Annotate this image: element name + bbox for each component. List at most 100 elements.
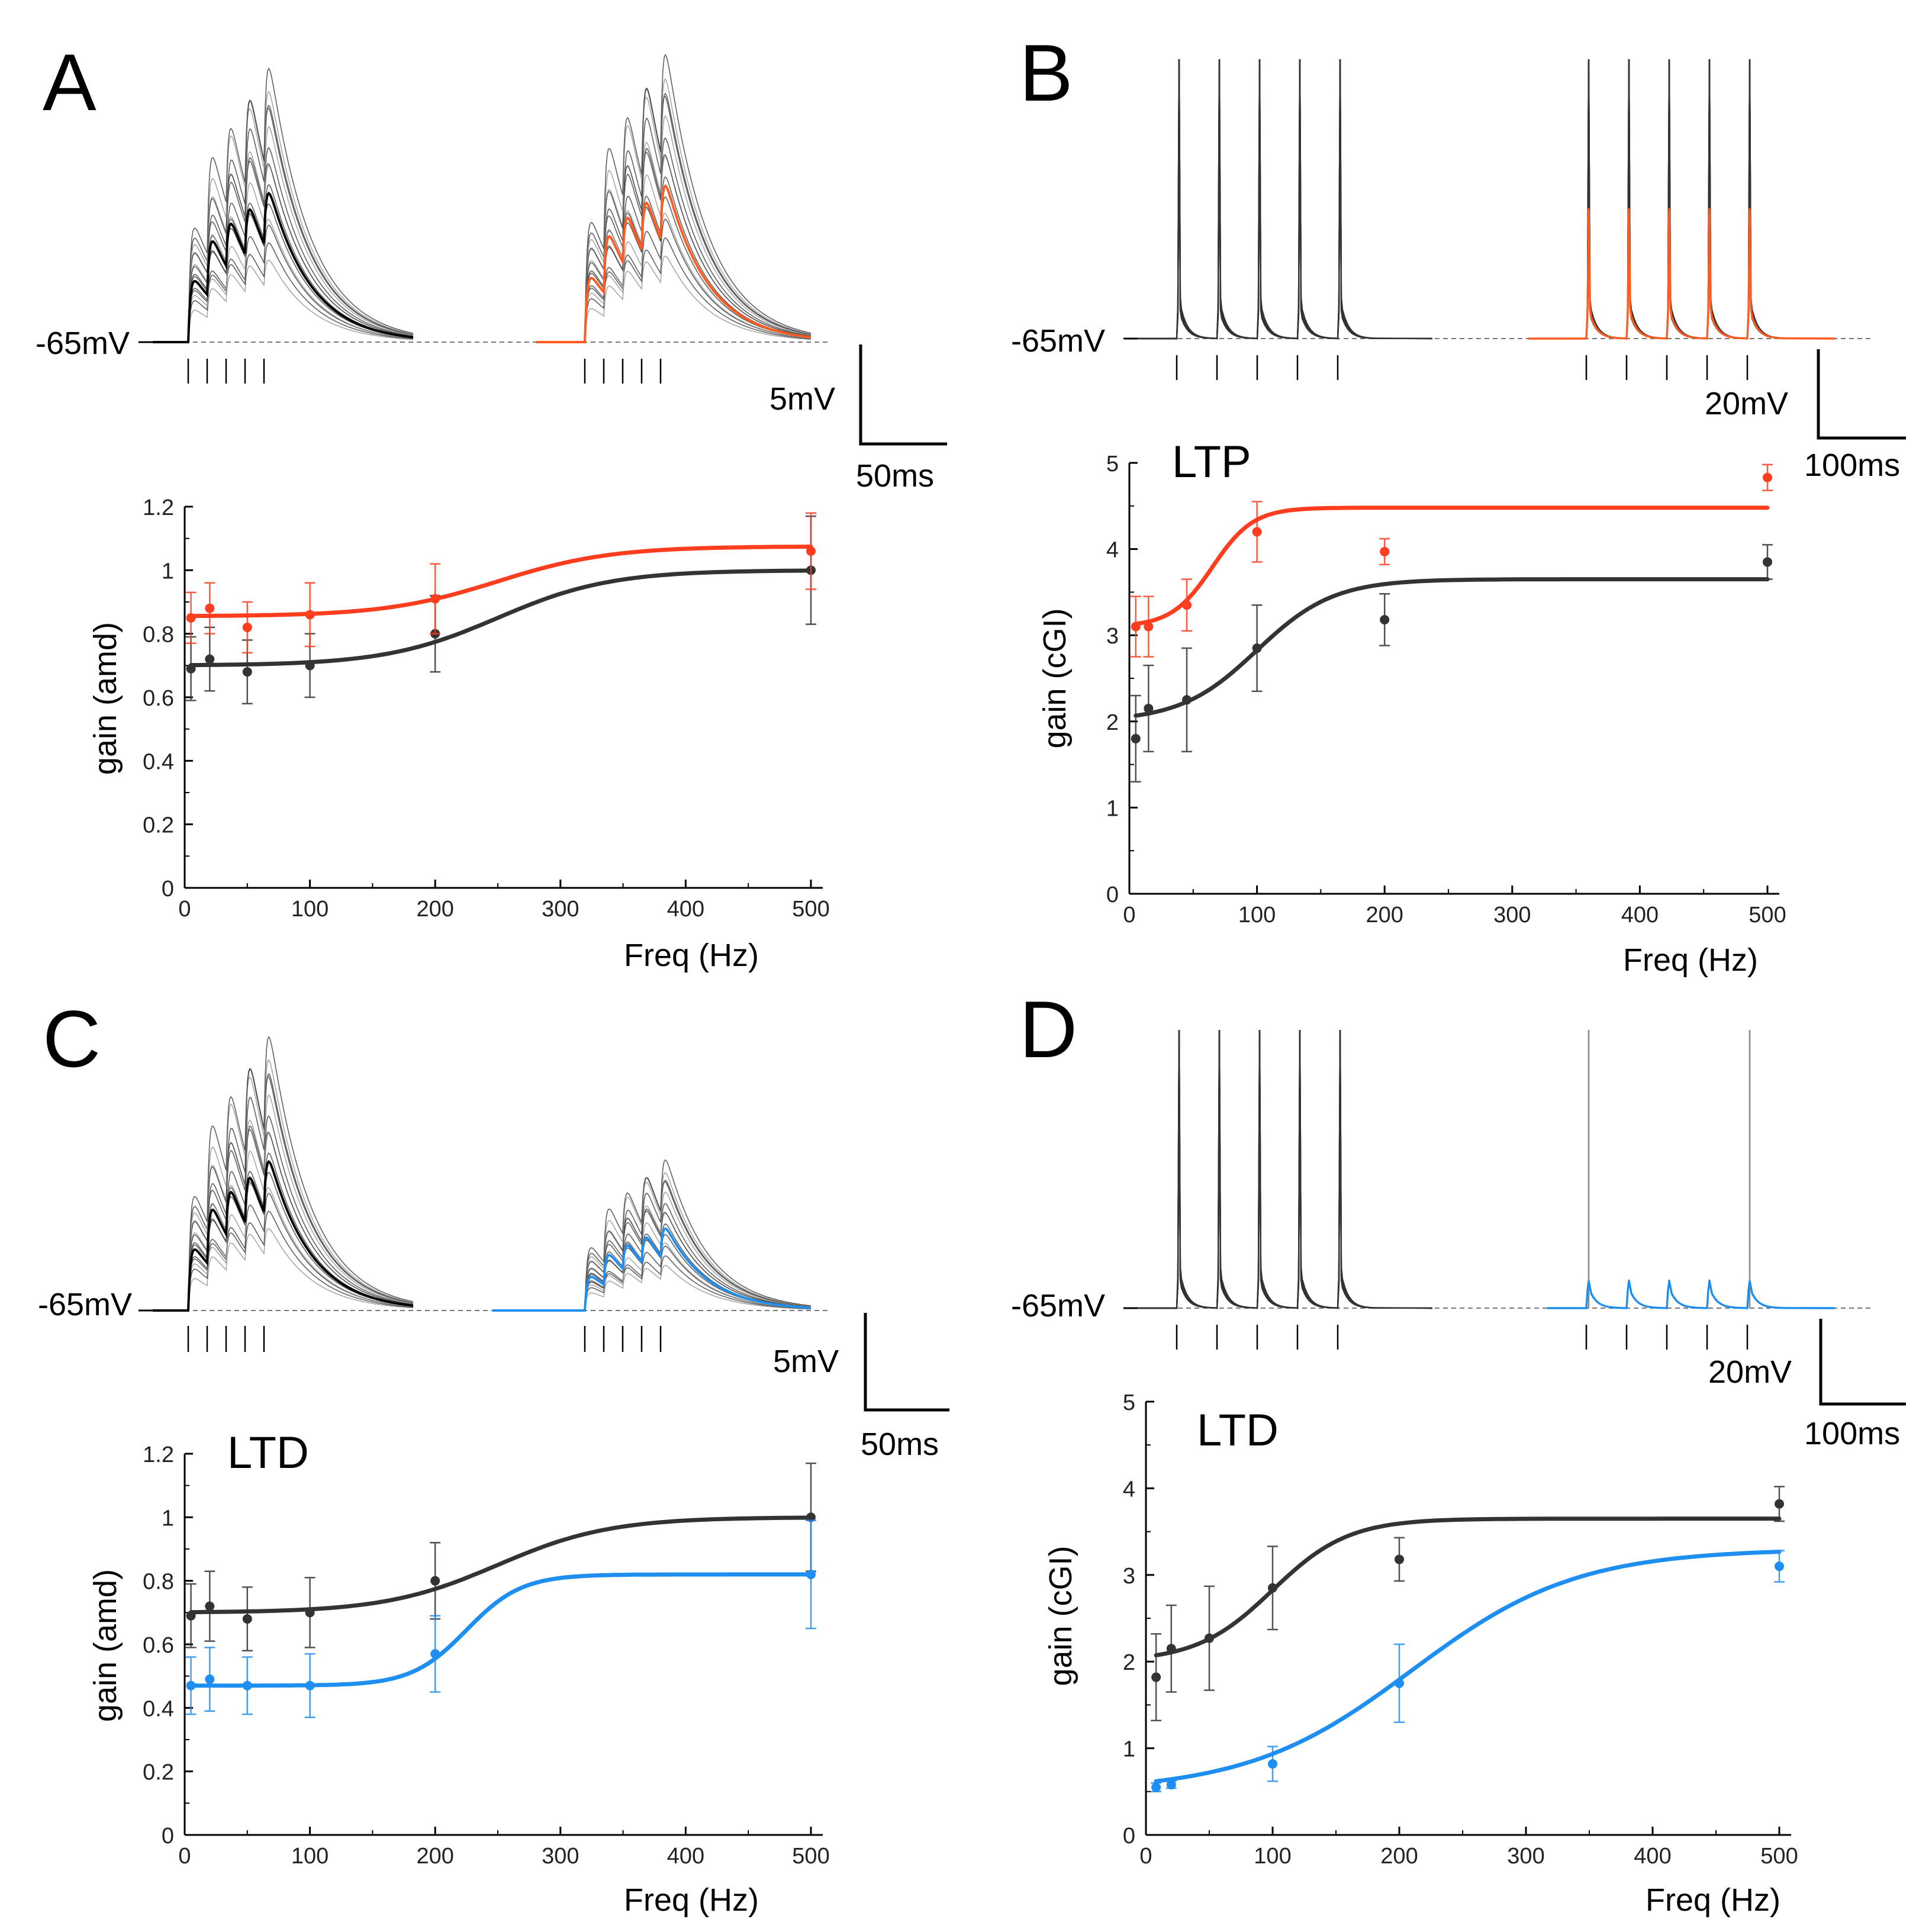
x-axis-label: Freq (Hz) [1623,942,1758,978]
data-point-LTP [806,546,816,556]
x-tick-label: 0 [178,897,191,922]
data-point-LTD [806,1569,816,1579]
data-point-control [1380,614,1390,624]
traces-panel-a [139,53,829,384]
gain-plot-b: 0 1 2 3 4 5 0 100 200 300 400 500 gain (cGI) Freq (Hz… [1037,452,1786,978]
data-point-LTD [205,1675,215,1685]
voltage-trace [153,1059,414,1311]
y-tick-label: 2 [1106,710,1119,735]
panel-letter-c: C [43,994,101,1084]
y-tick-label: 0 [1123,1824,1135,1849]
traces-panel-d [1123,1029,1870,1350]
y-axis-label: gain (cGI) [1043,1545,1078,1686]
data-point-LTD [186,1680,196,1690]
y-tick-label: 5 [1123,1390,1135,1415]
data-point-LTP [205,603,215,613]
panel-label-b: LTP [1172,437,1251,487]
y-axis-label: gain (cGI) [1037,608,1073,748]
x-axis-label: Freq (Hz) [1646,1882,1780,1918]
x-tick-label: 100 [1254,1844,1291,1869]
data-point-LTP [186,613,196,623]
control-traces [153,1035,414,1352]
y-tick-label: 0.6 [143,1633,174,1658]
scale-bar-time: 100ms [1804,1416,1900,1451]
y-tick-label: 3 [1106,624,1119,649]
fit-curve-control [1154,1516,1782,1657]
voltage-trace [153,1210,414,1311]
data-point-LTP [305,610,315,620]
x-tick-label: 400 [667,897,704,922]
data-point-control [242,667,252,677]
voltage-trace [1138,1029,1433,1309]
voltage-trace [536,208,812,343]
y-tick-label: 5 [1106,452,1119,476]
x-tick-label: 300 [1493,903,1531,928]
x-tick-label: 500 [792,1844,829,1869]
traces-panel-c [139,1035,829,1352]
scale-bar-b: 20mV 100ms [1705,349,1906,483]
resting-potential-label-d: -65mV [1011,1288,1105,1324]
x-tick-label: 100 [1238,903,1276,928]
x-tick-label: 300 [542,897,579,922]
resting-potential-label-a: -65mV [36,326,130,361]
voltage-trace [153,125,414,343]
resting-potential-label-b: -65mV [1011,323,1105,359]
voltage-trace [153,91,414,343]
data-point-LTP [1252,527,1262,537]
y-tick-label: 0.4 [143,1696,174,1721]
y-tick-label: 4 [1123,1477,1135,1502]
data-point-LTD [242,1680,252,1690]
data-point-LTD [1166,1780,1176,1790]
voltage-trace [153,242,414,343]
y-tick-label: 3 [1123,1564,1135,1589]
y-axis-label: gain (amd) [88,1569,123,1722]
voltage-trace [153,214,414,343]
data-point-control [186,1611,196,1621]
data-point-LTP [1380,546,1390,556]
voltage-trace [1138,59,1433,340]
y-tick-label: 2 [1123,1650,1135,1675]
data-point-LTP [1763,472,1772,482]
gain-plot-c: 0 0.2 0.4 0.6 0.8 1 1.2 0 100 200 300 400 500 gain (a… [88,1442,830,1918]
x-tick-label: 0 [1139,1844,1152,1869]
x-tick-label: 0 [178,1844,191,1869]
voltage-trace [153,1035,414,1311]
fit-curve-LTP [1134,505,1770,626]
scale-bar-lines [1817,349,1906,440]
y-tick-label: 0 [1106,883,1119,907]
fit-curve-LTP [189,545,813,619]
data-point-LTD [430,1649,440,1659]
voltage-trace [153,99,414,343]
data-point-control [1763,557,1772,567]
voltage-trace [153,1125,414,1311]
x-tick-label: 200 [416,1844,453,1869]
mean-trace [153,1160,414,1312]
voltage-trace [153,1183,414,1311]
data-point-LTP [1182,600,1192,610]
scale-bar-c: 5mV 50ms [773,1313,949,1462]
voltage-trace [153,157,414,343]
voltage-trace [153,147,414,343]
voltage-trace [1138,1029,1433,1309]
data-point-control [205,654,215,664]
scale-bar-time: 100ms [1804,447,1900,483]
scale-bar-time: 50ms [856,458,934,494]
x-tick-label: 500 [792,897,829,922]
data-point-control [1151,1672,1161,1682]
data-point-LTD [1395,1678,1404,1688]
data-point-control [806,1512,816,1522]
data-point-control [1166,1644,1176,1654]
y-tick-label: 0.8 [143,1570,174,1595]
scale-bar-voltage: 20mV [1708,1354,1792,1390]
voltage-trace [1528,59,1836,340]
voltage-trace [153,1094,414,1311]
data-point-control [1268,1583,1277,1593]
y-tick-label: 1 [1123,1737,1135,1762]
scale-bar-d: 20mV 100ms [1708,1319,1906,1451]
y-tick-label: 0.2 [143,813,174,838]
y-tick-label: 0.8 [143,623,174,648]
fit-curve-control [189,1515,813,1615]
data-point-control [1205,1633,1214,1643]
x-tick-label: 400 [667,1844,704,1869]
voltage-trace [153,1068,414,1311]
